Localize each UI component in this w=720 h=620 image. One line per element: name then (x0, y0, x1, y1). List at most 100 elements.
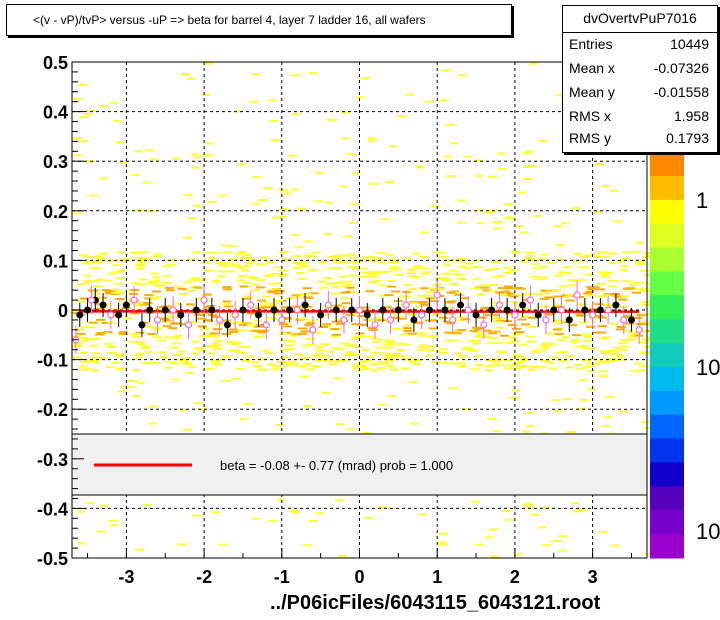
heatmap-cell (418, 513, 428, 516)
heatmap-cell (562, 398, 572, 401)
heatmap-cell (251, 73, 261, 76)
heatmap-cell (80, 297, 90, 300)
heatmap-cell (193, 286, 203, 289)
heatmap-cell (146, 281, 156, 283)
heatmap-cell (643, 427, 653, 430)
heatmap-cell (240, 269, 250, 272)
heatmap-cell (126, 386, 136, 389)
heatmap-cell (231, 349, 241, 352)
palette-cell (650, 223, 684, 249)
heatmap-cell (244, 262, 254, 265)
heatmap-cell (473, 259, 483, 262)
heatmap-cell (78, 365, 88, 368)
heatmap-cell (378, 294, 388, 297)
profile-point-filled (565, 316, 573, 324)
heatmap-cell (162, 325, 172, 328)
heatmap-cell (117, 269, 127, 272)
profile-point-open (231, 311, 239, 319)
heatmap-cell (458, 354, 468, 357)
heatmap-cell (520, 316, 530, 318)
heatmap-cell (594, 315, 604, 317)
heatmap-cell (159, 356, 169, 359)
heatmap-cell (572, 280, 582, 282)
heatmap-cell (368, 182, 378, 185)
heatmap-cell (300, 260, 310, 263)
heatmap-cell (343, 354, 353, 357)
heatmap-cell (643, 345, 653, 348)
profile-point-filled (581, 306, 589, 314)
heatmap-cell (213, 348, 223, 350)
heatmap-cell (504, 367, 514, 370)
heatmap-cell (426, 290, 436, 293)
heatmap-cell (490, 555, 500, 558)
heatmap-cell (402, 327, 412, 330)
heatmap-cell (101, 289, 111, 292)
heatmap-cell (578, 379, 588, 382)
heatmap-cell (235, 367, 245, 370)
heatmap-cell (291, 294, 301, 297)
heatmap-cell (407, 313, 417, 316)
heatmap-cell (552, 328, 562, 331)
heatmap-cell (338, 306, 348, 309)
heatmap-cell (271, 216, 281, 219)
heatmap-cell (408, 381, 418, 384)
heatmap-cell (367, 327, 377, 330)
heatmap-cell (511, 389, 521, 392)
heatmap-cell (602, 304, 612, 307)
heatmap-cell (448, 387, 458, 390)
heatmap-cell (132, 282, 142, 285)
heatmap-cell (442, 277, 452, 280)
heatmap-cell (256, 324, 266, 326)
heatmap-cell (137, 260, 147, 263)
heatmap-cell (566, 354, 576, 357)
heatmap-cell (293, 266, 302, 269)
heatmap-cell (556, 338, 566, 341)
palette-cell (650, 438, 684, 463)
heatmap-cell (271, 272, 281, 275)
heatmap-cell (620, 295, 629, 298)
y-tick-label: -0.1 (37, 351, 68, 371)
heatmap-cell (576, 314, 586, 317)
heatmap-cell (457, 74, 467, 77)
heatmap-cell (264, 187, 274, 190)
heatmap-cell (296, 272, 305, 274)
heatmap-cell (211, 362, 221, 365)
heatmap-cell (362, 367, 372, 370)
heatmap-cell (556, 351, 566, 354)
heatmap-cell (77, 300, 87, 303)
heatmap-cell (586, 294, 596, 297)
heatmap-cell (257, 331, 267, 334)
heatmap-cell (641, 352, 650, 355)
heatmap-cell (531, 349, 541, 352)
heatmap-cell (586, 347, 596, 349)
heatmap-cell (465, 262, 475, 265)
heatmap-cell (228, 328, 238, 331)
heatmap-cell (341, 111, 351, 114)
heatmap-cell (491, 261, 500, 263)
heatmap-cell (101, 322, 111, 324)
heatmap-cell (276, 498, 286, 501)
heatmap-cell (473, 354, 483, 357)
heatmap-cell (598, 271, 608, 274)
profile-point-open (511, 311, 519, 319)
heatmap-cell (211, 511, 221, 514)
heatmap-cell (388, 258, 398, 261)
heatmap-cell (366, 336, 376, 338)
heatmap-cell (270, 139, 280, 142)
heatmap-cell (539, 348, 549, 351)
heatmap-cell (391, 260, 401, 263)
profile-point-open (449, 316, 457, 324)
heatmap-cell (92, 292, 102, 295)
palette-cell (650, 295, 684, 320)
heatmap-cell (384, 294, 394, 297)
heatmap-cell (234, 253, 244, 256)
stat-value-mean-x: -0.07326 (653, 60, 709, 76)
heatmap-cell (228, 258, 238, 261)
heatmap-cell (346, 153, 356, 156)
heatmap-cell (583, 336, 593, 338)
heatmap-cell (542, 342, 552, 345)
heatmap-cell (475, 364, 484, 367)
heatmap-cell (539, 276, 549, 279)
heatmap-cell (107, 352, 117, 355)
